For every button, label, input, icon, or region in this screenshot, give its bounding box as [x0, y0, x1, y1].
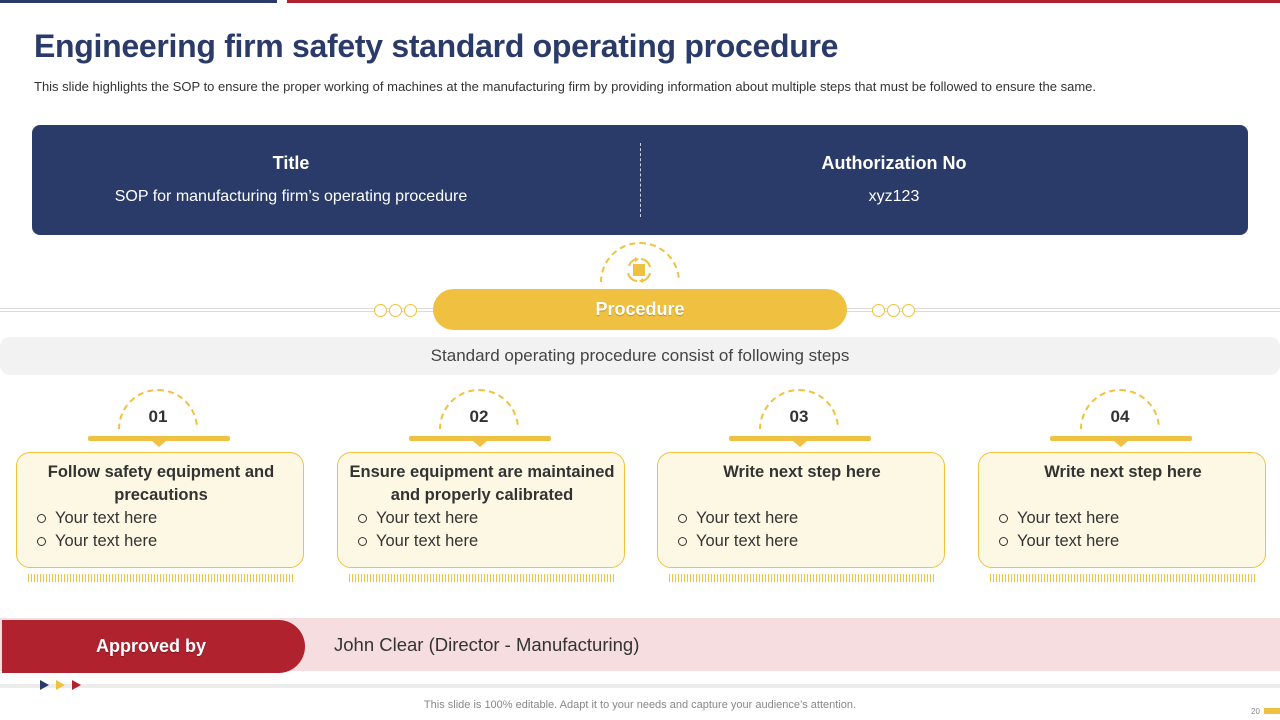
page-number-mark: [1264, 708, 1280, 714]
step-title: Write next step here: [723, 463, 881, 481]
authorization-column: Authorization No xyz123: [588, 153, 1200, 206]
step-bullet-list: Your text here Your text here: [999, 507, 1119, 553]
procedure-intro: Standard operating procedure consist of …: [0, 337, 1280, 375]
step-content: Follow safety equipment and precautions …: [16, 452, 304, 568]
list-item: Your text here: [999, 530, 1119, 553]
step-bar: [409, 436, 551, 441]
top-accent-bar-navy: [0, 0, 277, 3]
title-column: Title SOP for manufacturing firm’s opera…: [32, 153, 550, 206]
step-title: Write next step here: [1044, 463, 1202, 481]
step-number: 01: [148, 407, 168, 426]
bullet-text: Your text here: [696, 509, 799, 527]
title-label: Title: [272, 153, 310, 173]
list-item: Your text here: [678, 530, 798, 553]
right-dot-chain: [872, 304, 915, 317]
page-subtitle: This slide highlights the SOP to ensure …: [34, 79, 1096, 94]
left-dot-chain: [374, 304, 417, 317]
footer-note: This slide is 100% editable. Adapt it to…: [423, 699, 857, 711]
step-bullet-list: Your text here Your text here: [678, 507, 798, 553]
list-item: Your text here: [999, 507, 1119, 530]
play-icon-navy: [40, 680, 49, 690]
step-card-4: 04 Write next step here Your text here Y…: [978, 388, 1266, 588]
bullet-circle-icon: [37, 514, 46, 523]
step-title: Follow safety equipment and precautions: [47, 463, 275, 504]
bullet-circle-icon: [678, 537, 687, 546]
step-card-2: 02 Ensure equipment are maintained and p…: [337, 388, 625, 588]
step-bullet-list: Your text here Your text here: [37, 507, 157, 553]
step-bar: [729, 436, 871, 441]
top-accent-bar-red: [287, 0, 1280, 3]
step-title: Ensure equipment are maintained and prop…: [349, 463, 615, 504]
sop-info-panel: Title SOP for manufacturing firm’s opera…: [32, 125, 1248, 235]
step-content: Write next step here Your text here Your…: [657, 452, 945, 568]
bullet-text: Your text here: [696, 532, 799, 550]
approved-by-value: John Clear (Director - Manufacturing): [334, 634, 640, 655]
bullet-circle-icon: [999, 537, 1008, 546]
approved-by-label: Approved by: [2, 620, 305, 673]
bullet-text: Your text here: [55, 532, 158, 550]
step-pointer: [793, 441, 807, 447]
bullet-text: Your text here: [1017, 509, 1120, 527]
step-pointer: [1114, 441, 1128, 447]
page-title: Engineering firm safety standard operati…: [34, 28, 839, 64]
list-item: Your text here: [37, 507, 157, 530]
bullet-text: Your text here: [55, 509, 158, 527]
step-hatch-decoration: [28, 574, 294, 582]
step-hatch-decoration: [349, 574, 615, 582]
step-bar: [1050, 436, 1192, 441]
step-hatch-decoration: [669, 574, 935, 582]
play-icon-yellow: [56, 680, 65, 690]
authorization-label: Authorization No: [821, 153, 967, 173]
step-card-3: 03 Write next step here Your text here Y…: [657, 388, 945, 588]
list-item: Your text here: [358, 507, 478, 530]
step-content: Ensure equipment are maintained and prop…: [337, 452, 625, 568]
process-icon: [627, 257, 651, 283]
footer-divider: [0, 684, 1280, 688]
step-number: 04: [1110, 407, 1130, 426]
page-number: 20: [1251, 707, 1260, 716]
bullet-circle-icon: [358, 537, 367, 546]
bullet-text: Your text here: [376, 532, 479, 550]
info-divider: [640, 143, 641, 217]
procedure-label: Procedure: [433, 289, 847, 330]
bullet-circle-icon: [999, 514, 1008, 523]
step-number: 03: [789, 407, 809, 426]
step-pointer: [473, 441, 487, 447]
list-item: Your text here: [678, 507, 798, 530]
bullet-circle-icon: [37, 537, 46, 546]
bullet-circle-icon: [358, 514, 367, 523]
step-number: 02: [469, 407, 489, 426]
list-item: Your text here: [358, 530, 478, 553]
step-bullet-list: Your text here Your text here: [358, 507, 478, 553]
step-content: Write next step here Your text here Your…: [978, 452, 1266, 568]
title-value: SOP for manufacturing firm’s operating p…: [114, 188, 468, 205]
play-icon-red: [72, 680, 81, 690]
step-pointer: [152, 441, 166, 447]
step-card-1: 01 Follow safety equipment and precautio…: [16, 388, 304, 588]
list-item: Your text here: [37, 530, 157, 553]
bullet-text: Your text here: [1017, 532, 1120, 550]
step-bar: [88, 436, 230, 441]
bullet-circle-icon: [678, 514, 687, 523]
authorization-value: xyz123: [868, 188, 920, 205]
bullet-text: Your text here: [376, 509, 479, 527]
step-hatch-decoration: [990, 574, 1256, 582]
